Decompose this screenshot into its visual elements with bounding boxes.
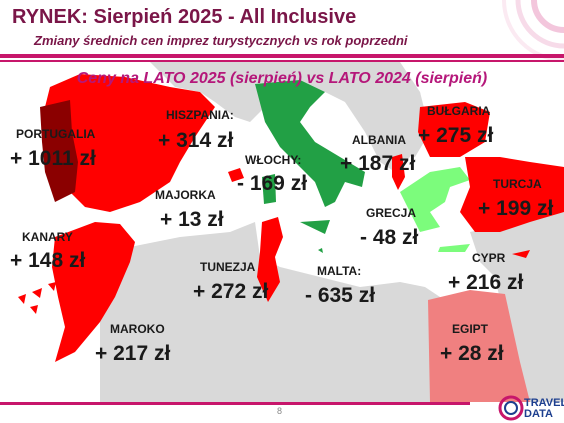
region-shape-bulgaria (418, 102, 490, 157)
region-label-kanary: KANARY (22, 230, 73, 244)
region-label-majorka: MAJORKA (155, 188, 216, 202)
page-number: 8 (277, 406, 283, 416)
region-value-wlochy: - 169 zł (237, 172, 308, 195)
region-label-malta: MALTA: (317, 264, 362, 278)
region-value-turcja: + 199 zł (478, 197, 554, 220)
travel-data-logo-icon (498, 395, 524, 421)
region-label-bulgaria: BUŁGARIA (427, 104, 491, 118)
logo-line-travel: TRAVEL (524, 397, 564, 409)
header-rule (0, 54, 564, 58)
region-label-turcja: TURCJA (493, 177, 542, 191)
region-shape-kanary (18, 282, 56, 314)
region-shape-egipt (428, 290, 530, 402)
region-shape-wlochy (255, 80, 365, 207)
region-value-cypr: + 216 zł (448, 271, 524, 294)
region-shape-grecja (400, 167, 470, 252)
land-north-africa (100, 222, 440, 402)
region-value-majorka: + 13 zł (160, 208, 224, 231)
region-shape-cypr (512, 250, 530, 258)
region-shape-sardynia (262, 174, 276, 204)
region-shape-portugalia (40, 100, 78, 202)
region-shape-sycylia (300, 220, 330, 234)
region-shape-albania (392, 154, 405, 190)
mediterranean-map (0, 62, 564, 402)
region-label-hiszpania: HISZPANIA: (166, 108, 234, 122)
logo-line-data: DATA (524, 408, 553, 420)
travel-data-logo: TRAVEL DATA (524, 398, 564, 420)
region-label-maroko: MAROKO (110, 322, 165, 336)
region-shape-maroko (52, 222, 135, 362)
map-title: Ceny na LATO 2025 (sierpień) vs LATO 202… (76, 70, 488, 87)
region-value-malta: - 635 zł (305, 284, 376, 307)
region-value-bulgaria: + 275 zł (418, 124, 494, 147)
region-value-maroko: + 217 zł (95, 342, 171, 365)
region-value-albania: + 187 zł (340, 152, 416, 175)
header-rule-thin (0, 60, 564, 62)
footer-rule (0, 402, 470, 405)
region-shape-hiszpania (45, 74, 215, 212)
region-value-kanary: + 148 zł (10, 249, 86, 272)
region-value-hiszpania: + 314 zł (158, 129, 234, 152)
land-middle-east (470, 212, 564, 402)
page-subtitle: Zmiany średnich cen imprez turystycznych… (34, 33, 408, 48)
land-balkans (345, 82, 425, 172)
region-value-egipt: + 28 zł (440, 342, 504, 365)
region-value-grecja: - 48 zł (360, 226, 419, 249)
region-label-portugalia: PORTUGALIA (16, 127, 96, 141)
land-europe (150, 62, 430, 157)
region-label-egipt: EGIPT (452, 322, 489, 336)
region-label-wlochy: WŁOCHY: (245, 153, 302, 167)
region-label-grecja: GRECJA (366, 206, 417, 220)
region-shape-majorka (228, 168, 244, 182)
region-label-tunezja: TUNEZJA (200, 260, 256, 274)
region-shape-malta (318, 248, 323, 253)
decorative-arcs (502, 0, 564, 60)
region-shape-turcja (460, 157, 564, 232)
region-shape-tunezja (257, 217, 283, 302)
header: RYNEK: Sierpień 2025 - All Inclusive Zmi… (0, 0, 564, 62)
region-label-cypr: CYPR (472, 251, 506, 265)
page-title: RYNEK: Sierpień 2025 - All Inclusive (12, 6, 357, 28)
region-label-albania: ALBANIA (352, 133, 406, 147)
region-value-portugalia: + 1011 zł (10, 147, 96, 170)
region-value-tunezja: + 272 zł (193, 280, 269, 303)
